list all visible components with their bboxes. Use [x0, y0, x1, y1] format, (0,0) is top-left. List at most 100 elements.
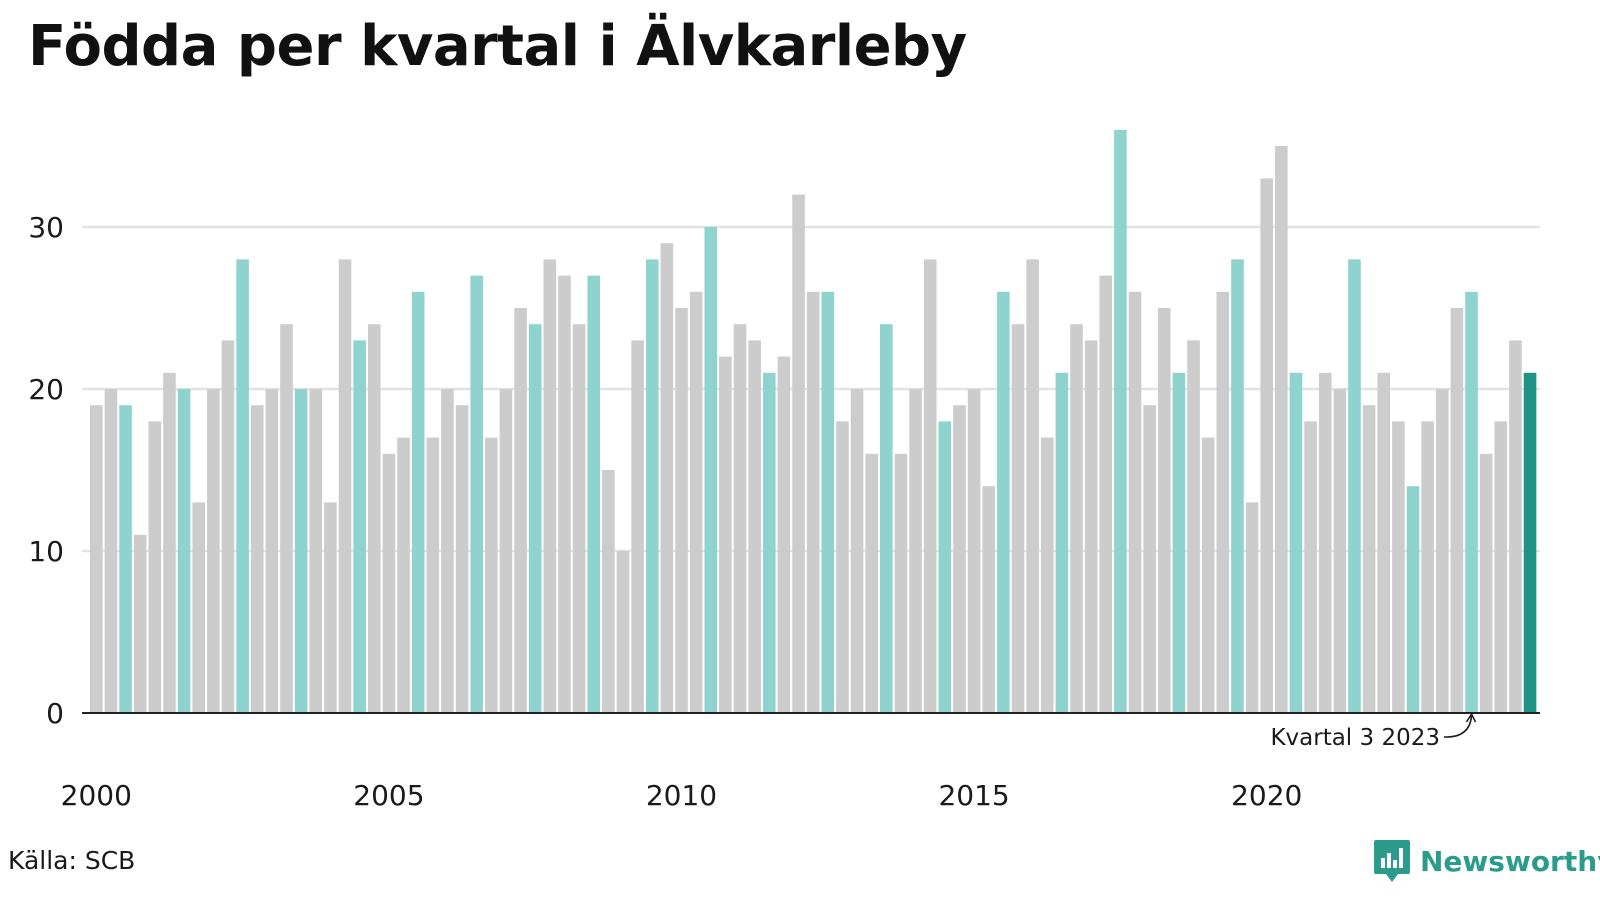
bar [104, 389, 118, 713]
bar [163, 372, 176, 713]
bar [1172, 372, 1186, 713]
bar [704, 227, 718, 713]
bar [338, 259, 352, 713]
bar [602, 470, 615, 713]
bar [1494, 421, 1508, 713]
bar [1348, 259, 1361, 713]
bar [514, 308, 527, 713]
bar [485, 437, 498, 713]
x-axis-tick-labels: 2000 2005 2010 2015 2020 [61, 779, 1303, 812]
bar [1245, 502, 1259, 713]
bar [953, 405, 966, 713]
bar [616, 551, 630, 713]
chart-title: Födda per kvartal i Älvkarleby [28, 14, 967, 79]
bar [748, 340, 761, 713]
bar [938, 421, 952, 713]
bar [997, 291, 1010, 713]
bar [850, 389, 864, 713]
bar [236, 259, 249, 713]
bar [923, 259, 937, 713]
bar [1421, 421, 1434, 713]
bar [865, 453, 878, 713]
bar [1479, 453, 1493, 713]
bar [1289, 372, 1303, 713]
x-tick-label: 2010 [646, 779, 717, 812]
y-tick-label: 30 [28, 211, 64, 244]
y-tick-label: 20 [28, 373, 64, 406]
bar [660, 243, 674, 713]
bar [543, 259, 557, 713]
bar [324, 502, 337, 713]
bar [1377, 372, 1391, 713]
bar [675, 308, 688, 713]
bar [1201, 437, 1215, 713]
bar [1435, 389, 1449, 713]
bar [1523, 372, 1537, 713]
bar [967, 389, 981, 713]
bar [1231, 259, 1244, 713]
bar [733, 324, 747, 713]
bar [250, 405, 264, 713]
bar [1084, 340, 1098, 713]
bar [470, 275, 483, 713]
bar [1040, 437, 1054, 713]
bar [353, 340, 366, 713]
bar [309, 389, 323, 713]
bar [587, 275, 601, 713]
bar [1304, 421, 1317, 713]
annotation-label: Kvartal 3 2023 [1270, 725, 1440, 751]
y-tick-label: 0 [46, 697, 64, 730]
bar [806, 291, 820, 713]
bar [631, 340, 644, 713]
bar [645, 259, 659, 713]
bar [719, 356, 732, 713]
bar [411, 291, 425, 713]
bar [1114, 129, 1127, 714]
bar [1143, 405, 1156, 713]
bar [1260, 178, 1273, 713]
bar [762, 372, 776, 713]
bar [367, 324, 381, 713]
bar [133, 534, 147, 713]
x-tick-label: 2015 [938, 779, 1009, 812]
bar [1157, 308, 1171, 713]
y-tick-label: 10 [28, 535, 64, 568]
bar [777, 356, 791, 713]
bar [1362, 405, 1376, 713]
bar [280, 324, 293, 713]
bar [528, 324, 542, 713]
bar [1026, 259, 1039, 713]
bar [221, 340, 235, 713]
bar [265, 389, 279, 713]
bar [1318, 372, 1332, 713]
bar [982, 486, 996, 713]
brand-name: Newsworthy [1420, 844, 1600, 878]
bar [382, 453, 396, 713]
bar [909, 389, 922, 713]
bar [1406, 486, 1420, 713]
bar [207, 389, 220, 713]
bar [455, 405, 469, 713]
bar [689, 291, 703, 713]
bar [1216, 291, 1230, 713]
bar [294, 389, 308, 713]
bar [792, 194, 805, 714]
bar [1450, 308, 1464, 713]
bar [1275, 146, 1288, 713]
bar [1011, 324, 1025, 713]
bar [1128, 291, 1142, 713]
y-axis-tick-labels: 0 10 20 30 [28, 211, 64, 730]
source-note: Källa: SCB [8, 846, 136, 875]
bar [821, 291, 835, 713]
bar [426, 437, 440, 713]
bar [558, 275, 571, 713]
bar [880, 324, 893, 713]
bar [572, 324, 586, 713]
bar [397, 437, 410, 713]
bars [90, 129, 1537, 714]
bar [1187, 340, 1200, 713]
bar [1055, 372, 1069, 713]
bar [1465, 291, 1478, 713]
newsworthy-logo-icon [1374, 840, 1410, 882]
